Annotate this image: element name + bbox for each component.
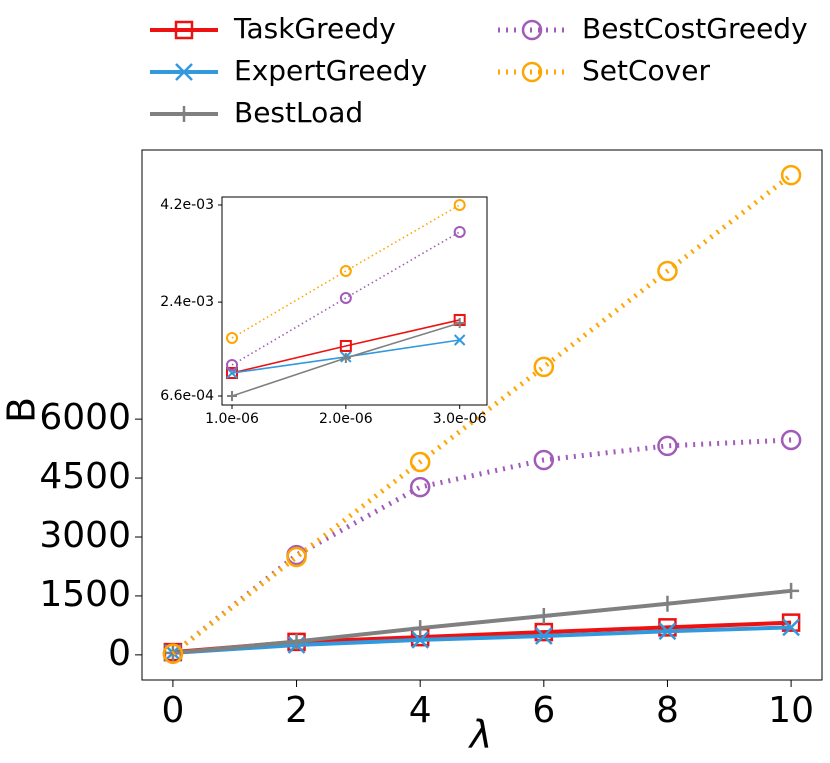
data-point: [783, 582, 800, 599]
legend-label: BestLoad: [234, 96, 363, 129]
x-tick-label: 3.0e-06: [433, 411, 487, 427]
data-point: [227, 390, 238, 401]
x-tick-label: 1.0e-06: [205, 411, 259, 427]
x-tick-label: 2.0e-06: [319, 411, 373, 427]
legend-marker: [521, 61, 543, 83]
data-point: [162, 643, 184, 664]
data-point: [340, 353, 351, 364]
data-point: [657, 260, 678, 282]
legend-label: ExpertGreedy: [234, 54, 427, 87]
legend-marker: [521, 19, 543, 41]
data-point: [409, 476, 431, 498]
data-point: [782, 618, 800, 637]
x-tick-label: 4: [409, 690, 432, 731]
legend-label: TaskGreedy: [233, 12, 396, 45]
data-point: [781, 613, 801, 632]
data-point: [453, 334, 466, 346]
legend-marker: [175, 63, 193, 81]
y-tick-label: 6000: [39, 397, 131, 438]
x-axis-label: λ: [468, 713, 493, 757]
y-tick-label: 3000: [39, 515, 131, 556]
data-point: [533, 449, 555, 471]
plot-area: [221, 196, 488, 406]
y-tick-label: 4.2e-03: [160, 197, 214, 213]
data-point: [286, 546, 307, 568]
series-line: [231, 319, 460, 374]
data-point: [339, 264, 352, 277]
y-tick-label: 2.4e-03: [160, 294, 214, 310]
x-tick-label: 6: [532, 690, 555, 731]
series-line: [172, 625, 792, 655]
data-point: [412, 620, 429, 637]
y-tick-label: 1500: [39, 574, 131, 615]
x-tick-label: 8: [656, 690, 679, 731]
data-point: [534, 627, 553, 645]
x-tick-label: 10: [768, 690, 814, 731]
legend-label: SetCover: [582, 54, 710, 87]
legend-marker: [176, 106, 192, 122]
data-point: [658, 618, 677, 637]
data-point: [534, 622, 554, 642]
data-point: [411, 631, 430, 649]
data-point: [409, 451, 431, 473]
data-point: [339, 339, 352, 352]
data-point: [658, 622, 677, 641]
data-point: [226, 358, 239, 371]
legend-label: BestCostGreedy: [582, 12, 808, 45]
data-point: [780, 429, 802, 451]
y-tick-label: 0: [108, 633, 131, 674]
data-point: [659, 595, 676, 612]
x-tick-label: 2: [285, 690, 308, 731]
x-tick-label: 0: [161, 690, 184, 731]
data-point: [226, 331, 239, 344]
data-point: [533, 356, 555, 378]
y-axis-label: B: [0, 397, 44, 423]
y-tick-label: 4500: [39, 456, 131, 497]
data-point: [535, 607, 552, 624]
data-point: [780, 164, 802, 186]
data-point: [453, 198, 466, 211]
data-point: [288, 633, 305, 650]
y-tick-label: 6.6e-04: [160, 388, 214, 404]
data-point: [454, 317, 465, 328]
data-point: [453, 225, 466, 238]
data-point: [339, 291, 352, 304]
legend-marker: [174, 20, 194, 40]
series-line: [172, 588, 792, 655]
data-point: [657, 435, 678, 457]
